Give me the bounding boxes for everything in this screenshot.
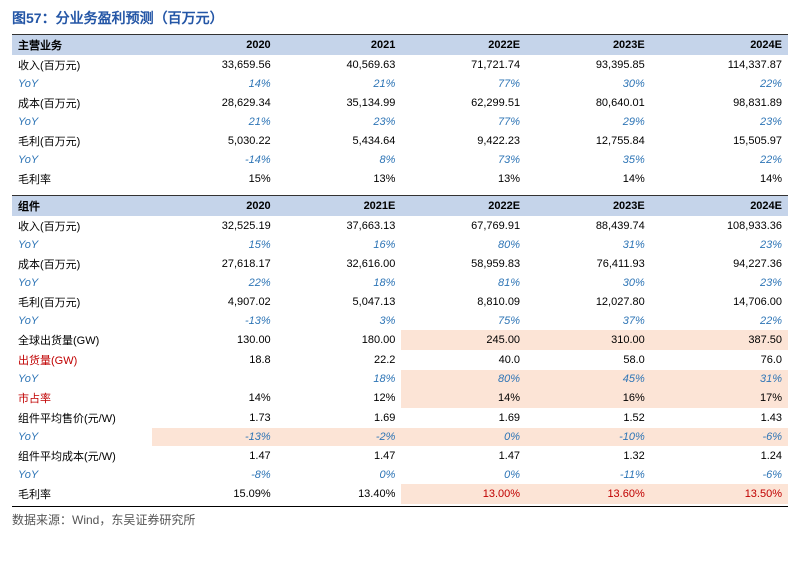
table-row: 市占率14%12%14%16%17%	[12, 388, 788, 408]
section-header: 组件20202021E2022E2023E2024E	[12, 195, 788, 216]
table-row: 组件平均售价(元/W)1.731.691.691.521.43	[12, 408, 788, 428]
table-row: YoY-13%3%75%37%22%	[12, 312, 788, 330]
table-row: YoY15%16%80%31%23%	[12, 236, 788, 254]
table-row: YoY-13%-2%0%-10%-6%	[12, 428, 788, 446]
table-row: YoY22%18%81%30%23%	[12, 274, 788, 292]
table-row: 成本(百万元)27,618.1732,616.0058,959.8376,411…	[12, 254, 788, 274]
table-row: YoY-14%8%73%35%22%	[12, 151, 788, 169]
section-header: 主营业务202020212022E2023E2024E	[12, 35, 788, 56]
table-row: YoY18%80%45%31%	[12, 370, 788, 388]
table-row: 毛利率15.09%13.40%13.00%13.60%13.50%	[12, 484, 788, 504]
table-row: 出货量(GW)18.822.240.058.076.0	[12, 350, 788, 370]
figure-title: 图57：分业务盈利预测（百万元）	[12, 8, 788, 28]
table-row: 成本(百万元)28,629.3435,134.9962,299.5180,640…	[12, 93, 788, 113]
table-row: 收入(百万元)32,525.1937,663.1367,769.9188,439…	[12, 216, 788, 236]
table-row: YoY-8%0%0%-11%-6%	[12, 466, 788, 484]
table-row: 毛利(百万元)4,907.025,047.138,810.0912,027.80…	[12, 292, 788, 312]
table-row: YoY21%23%77%29%23%	[12, 113, 788, 131]
table-row: 收入(百万元)33,659.5640,569.6371,721.7493,395…	[12, 55, 788, 75]
table-row: 毛利(百万元)5,030.225,434.649,422.2312,755.84…	[12, 131, 788, 151]
table-row: 全球出货量(GW)130.00180.00245.00310.00387.50	[12, 330, 788, 350]
table-row: YoY14%21%77%30%22%	[12, 75, 788, 93]
table-row: 毛利率15%13%13%14%14%	[12, 169, 788, 189]
table-row: 组件平均成本(元/W)1.471.471.471.321.24	[12, 446, 788, 466]
forecast-table: 主营业务202020212022E2023E2024E收入(百万元)33,659…	[12, 34, 788, 504]
data-source: 数据来源：Wind，东吴证券研究所	[12, 511, 788, 528]
